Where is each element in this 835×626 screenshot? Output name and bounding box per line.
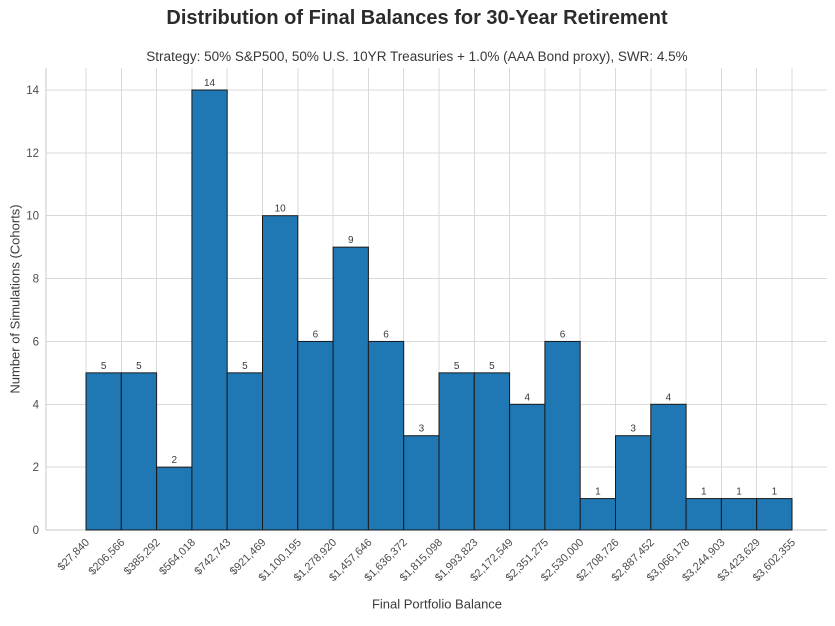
histogram-bar: [650, 403, 687, 531]
chart-title: Distribution of Final Balances for 30-Ye…: [166, 7, 668, 29]
bar-value-label: 1: [595, 487, 601, 498]
bar-value-label: 6: [383, 329, 389, 340]
x-axis-label: Final Portfolio Balance: [371, 596, 503, 612]
histogram-bar: [85, 372, 122, 531]
histogram-bar: [685, 498, 722, 531]
y-tick-label: 10: [26, 211, 39, 223]
histogram-bar: [720, 498, 758, 531]
histogram-bar: [191, 89, 228, 531]
bar-value-label: 3: [630, 424, 636, 435]
bar-value-label: 4: [666, 392, 672, 403]
bar-value-label: 9: [348, 235, 354, 246]
histogram-bar: [226, 372, 263, 531]
histogram-bar: [615, 435, 652, 531]
histogram-bar: [756, 498, 793, 531]
bar-value-label: 6: [560, 329, 566, 340]
histogram-bar: [262, 215, 299, 531]
histogram-bar: [332, 246, 369, 531]
bar-value-label: 4: [524, 392, 530, 403]
bar-value-label: 14: [204, 78, 216, 89]
y-tick-label: 2: [33, 462, 39, 474]
y-tick-label: 0: [33, 525, 39, 537]
x-tick-label: $206,566: [86, 537, 127, 578]
y-tick-label: 12: [26, 148, 39, 160]
bar-value-label: 1: [736, 487, 742, 498]
histogram-bar: [579, 498, 617, 531]
histogram-bar: [120, 372, 158, 531]
x-tick-label: $742,743: [192, 537, 233, 578]
bar-value-label: 5: [242, 361, 248, 372]
bar-value-label: 5: [489, 361, 495, 372]
chart-subtitle: Strategy: 50% S&P500, 50% U.S. 10YR Trea…: [146, 49, 688, 64]
histogram-bar: [438, 372, 475, 531]
histogram-bar: [367, 340, 405, 531]
y-tick-label: 6: [33, 336, 39, 348]
histogram-bar: [509, 403, 546, 531]
x-tick-label: $385,292: [122, 537, 163, 578]
histogram-bar: [403, 435, 440, 531]
y-tick-label: 4: [33, 399, 40, 411]
y-tick-label: 8: [33, 274, 39, 286]
histogram-bar: [297, 340, 334, 531]
bar-value-label: 1: [772, 487, 778, 498]
y-tick-label: 14: [26, 85, 39, 97]
histogram-bar: [156, 466, 193, 531]
bar-value-label: 6: [313, 329, 319, 340]
bar-value-label: 5: [101, 361, 107, 372]
bar-value-label: 3: [419, 424, 425, 435]
bar-value-label: 5: [454, 361, 460, 372]
histogram-bar: [473, 372, 511, 531]
bar-value-label: 10: [275, 204, 287, 215]
bar-value-label: 1: [701, 487, 707, 498]
bar-value-label: 5: [136, 361, 142, 372]
x-tick-label: $564,018: [157, 537, 198, 578]
histogram-bar: [544, 340, 581, 531]
bar-value-label: 2: [171, 455, 177, 466]
